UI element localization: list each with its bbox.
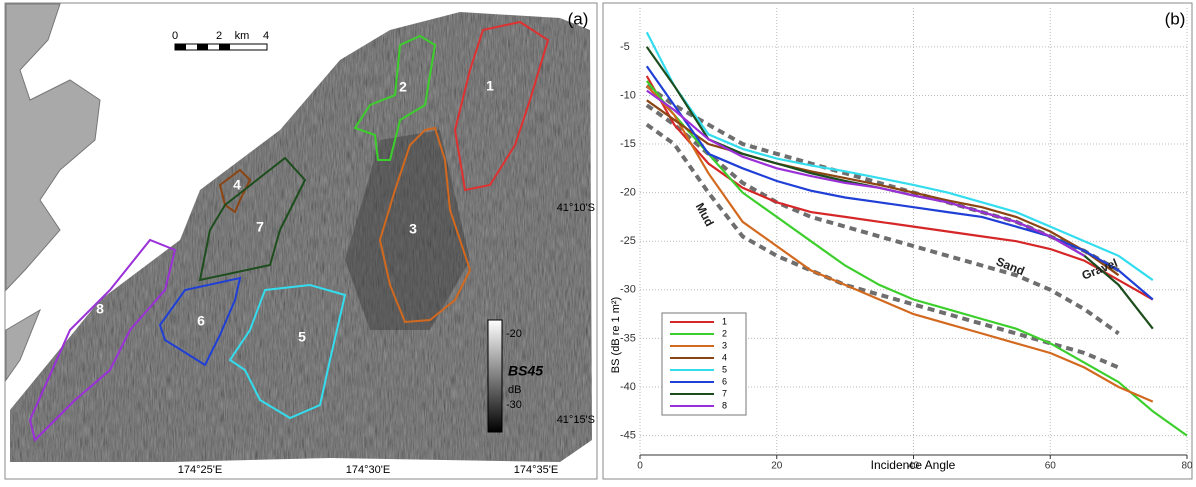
region-outline [228,283,347,420]
y-tick-label: -40 [620,381,636,393]
legend-label: 1 [722,316,727,326]
land [5,3,101,292]
legend-label: 6 [722,376,727,386]
colorbar-label: dB [508,384,521,396]
line [645,75,1154,301]
map-panel: 0 2 km 4 (a) 41°10'S 41°15'S 174°25'E 17… [4,2,598,480]
x-axis-label: Incidence Angle [871,458,956,472]
y-axis-label: BS (dB re 1 m²) [610,297,622,373]
region-label: 7 [256,219,264,235]
y-tick-label: -25 [620,235,636,247]
legend-label: 3 [722,340,727,350]
region-outline [158,276,242,367]
line [646,89,1085,257]
colorbar-label: -30 [506,399,522,411]
region-label: 8 [96,301,104,317]
line [645,65,1154,301]
region-label: 5 [298,329,306,345]
y-tick-label: -10 [620,89,636,101]
legend-label: 2 [722,328,727,338]
longitude-label: 174°35'E [514,464,558,476]
scale-bar [175,44,186,50]
dark-seafloor [345,130,470,330]
colorbar-label: -20 [506,328,522,340]
x-tick-label: 40 [908,461,920,472]
line [645,84,1154,403]
line [645,122,1120,370]
scale-label: 2 [216,30,222,42]
region-label: 2 [399,79,407,95]
x-tick-label: 0 [637,461,643,472]
longitude-label: 174°30'E [346,464,390,476]
y-tick-label: -5 [620,41,630,53]
region-outline [353,34,437,161]
legend-label: 4 [722,352,727,362]
region-outline [28,238,177,442]
legend-label: 7 [722,388,727,398]
y-tick-label: -35 [620,332,636,344]
region-label: 3 [409,221,417,237]
scale-bar [197,44,208,50]
land [5,308,42,382]
legend-label: 5 [722,364,727,374]
y-tick-label: -30 [620,284,636,296]
backscatter-mosaic [10,12,592,462]
scale-bar [219,44,230,50]
x-tick-label: 60 [1045,461,1057,472]
scale-label: km [235,30,250,42]
longitude-label: 174°25'E [178,464,222,476]
region-outline [378,126,472,324]
line [645,31,1154,281]
y-tick-label: -45 [620,429,636,441]
line [645,103,1120,336]
region-label: 1 [486,78,494,94]
scale-label: 0 [172,30,178,42]
y-tick-label: -15 [620,138,636,150]
panel-label: (a) [568,9,589,28]
line [646,99,1120,277]
x-tick-label: 20 [771,461,783,472]
x-tick-label: 80 [1181,461,1193,472]
region-outline [453,20,550,192]
legend-label: 8 [722,400,727,410]
colorbar-title: BS45 [508,363,543,379]
scale-label: 4 [263,30,269,42]
latitude-label: 41°10'S [557,202,595,214]
colorbar [487,319,503,433]
region-label: 6 [197,313,205,329]
region-outline [198,156,307,282]
region-label: 4 [233,177,241,193]
legend-box [661,312,747,416]
y-tick-label: -20 [620,187,636,199]
panel-label: (b) [1165,9,1186,28]
line [645,80,1188,437]
latitude-label: 41°15'S [557,414,595,426]
